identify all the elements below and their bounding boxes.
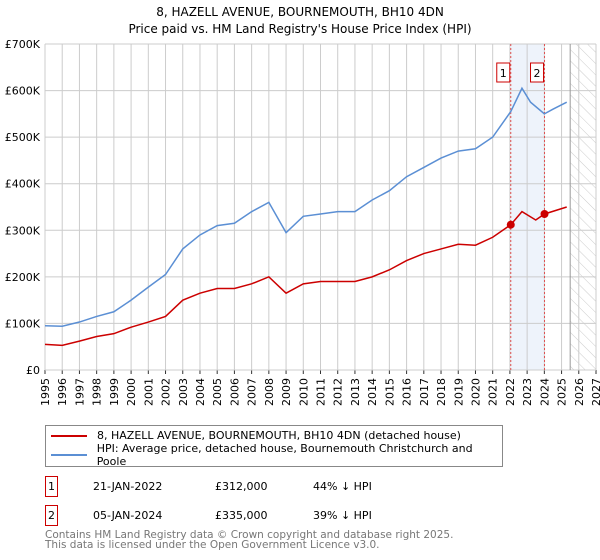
x-tick-label: 2010: [297, 378, 310, 406]
y-tick-label: £200K: [5, 271, 41, 284]
y-tick-label: £100K: [5, 317, 41, 330]
x-tick-label: 2019: [452, 378, 465, 406]
x-tick-label: 2026: [573, 378, 586, 406]
x-tick-label: 1997: [73, 378, 86, 406]
sale-row-1: 1 21-JAN-2022 £312,000 44% ↓ HPI: [45, 476, 372, 497]
annotation-box: [530, 62, 545, 83]
x-tick-label: 2013: [349, 378, 362, 406]
forecast-hatch: [570, 44, 596, 370]
sale-delta: 39% ↓ HPI: [313, 509, 372, 522]
x-tick-label: 2009: [280, 378, 293, 406]
y-tick-label: £700K: [5, 38, 41, 51]
x-tick-label: 1999: [108, 378, 121, 406]
x-tick-label: 1996: [56, 378, 69, 406]
sale-badge: 2: [45, 505, 58, 526]
x-tick-label: 1998: [91, 378, 104, 406]
x-tick-label: 2027: [590, 378, 600, 406]
x-tick-label: 2018: [435, 378, 448, 406]
annotation-label: 2: [534, 67, 541, 80]
x-tick-label: 2016: [401, 378, 414, 406]
annotation-box: [496, 62, 511, 83]
sale-price: £312,000: [215, 480, 268, 493]
x-tick-label: 2006: [228, 378, 241, 406]
x-tick-label: 2007: [246, 378, 259, 406]
x-tick-label: 2000: [125, 378, 138, 406]
x-tick-label: 2004: [194, 378, 207, 406]
x-tick-label: 2001: [142, 378, 155, 406]
legend-item-property: 8, HAZELL AVENUE, BOURNEMOUTH, BH10 4DN …: [46, 426, 502, 445]
chart-subtitle: Price paid vs. HM Land Registry's House …: [128, 22, 471, 36]
legend-item-hpi: HPI: Average price, detached house, Bour…: [46, 442, 502, 468]
sale-delta: 44% ↓ HPI: [313, 480, 372, 493]
hpi-line: [44, 86, 568, 327]
annotation-label: 1: [500, 67, 507, 80]
x-tick-label: 2022: [504, 378, 517, 406]
y-tick-label: £500K: [5, 131, 41, 144]
legend: 8, HAZELL AVENUE, BOURNEMOUTH, BH10 4DN …: [45, 425, 503, 468]
sale-price: £335,000: [215, 509, 268, 522]
property-price-line: [44, 206, 567, 347]
x-tick-label: 2015: [383, 378, 396, 406]
x-tick-label: 2014: [366, 378, 379, 406]
sale-point: [506, 220, 515, 229]
y-tick-label: £300K: [5, 224, 41, 237]
y-tick-label: £600K: [5, 85, 41, 98]
y-tick-label: £0: [26, 364, 40, 377]
footer-licence: This data is licensed under the Open Gov…: [45, 539, 380, 551]
sale-date: 05-JAN-2024: [93, 509, 163, 522]
footer-copyright: Contains HM Land Registry data © Crown c…: [45, 529, 454, 541]
footer: Contains HM Land Registry data © Crown c…: [45, 529, 454, 551]
x-tick-label: 2021: [487, 378, 500, 406]
x-tick-label: 2020: [469, 378, 482, 406]
x-tick-label: 2003: [177, 378, 190, 406]
legend-label: HPI: Average price, detached house, Bour…: [96, 441, 473, 468]
x-tick-label: 2008: [263, 378, 276, 406]
y-tick-label: £400K: [5, 178, 41, 191]
x-tick-label: 2024: [538, 378, 551, 406]
sale-date: 21-JAN-2022: [93, 480, 163, 493]
x-tick-label: 1995: [39, 378, 52, 406]
price-chart: 8, HAZELL AVENUE, BOURNEMOUTH, BH10 4DN …: [5, 5, 600, 406]
sale-row-2: 2 05-JAN-2024 £335,000 39% ↓ HPI: [45, 505, 372, 526]
x-tick-label: 2017: [418, 378, 431, 406]
x-tick-label: 2012: [332, 378, 345, 406]
x-tick-label: 2005: [211, 378, 224, 406]
x-tick-label: 2025: [556, 378, 569, 406]
chart-title: 8, HAZELL AVENUE, BOURNEMOUTH, BH10 4DN: [156, 5, 444, 19]
sale-point: [540, 209, 549, 218]
x-tick-label: 2023: [521, 378, 534, 406]
x-tick-label: 2002: [160, 378, 173, 406]
x-tick-label: 2011: [315, 378, 328, 406]
sale-period-shade: [510, 44, 545, 370]
sale-badge: 1: [45, 476, 58, 497]
legend-label: 8, HAZELL AVENUE, BOURNEMOUTH, BH10 4DN …: [97, 429, 461, 442]
